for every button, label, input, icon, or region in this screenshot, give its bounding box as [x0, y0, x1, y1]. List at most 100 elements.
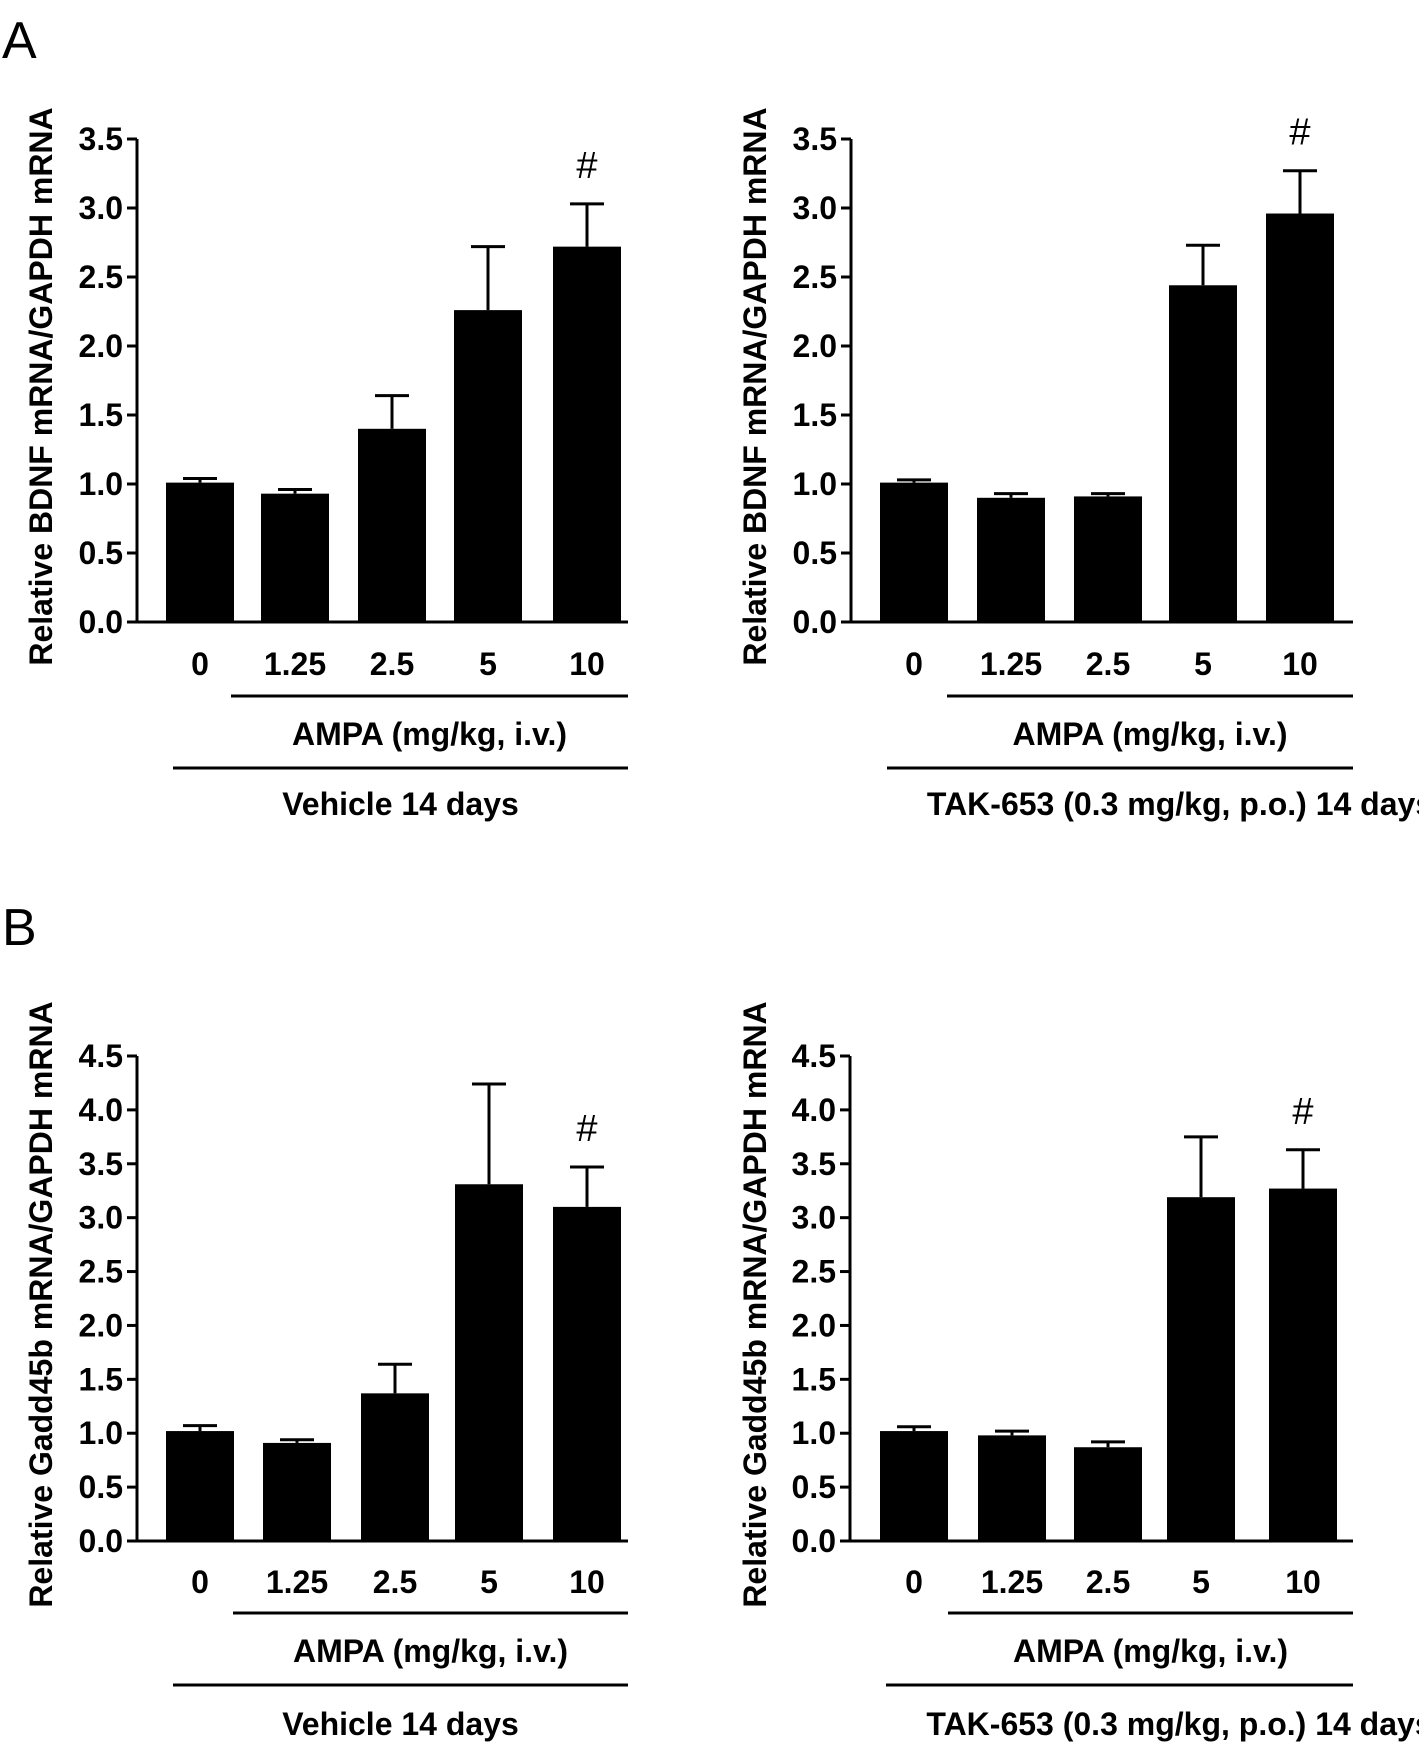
y-tick-label: 4.0: [792, 1092, 836, 1128]
significance-marker: #: [1289, 112, 1310, 154]
x-tick-label: 2.5: [370, 646, 414, 682]
y-tick-label: 3.0: [792, 1200, 836, 1236]
bar: [1269, 1188, 1337, 1541]
y-axis-label: Relative BDNF mRNA/GAPDH mRNA: [23, 107, 59, 665]
y-tick-label: 0.0: [79, 604, 123, 640]
x-tick-label: 10: [1282, 646, 1318, 682]
bar: [553, 246, 621, 622]
y-tick-label: 3.5: [79, 121, 123, 157]
dose-label: AMPA (mg/kg, i.v.): [292, 716, 567, 752]
bar: [880, 1431, 948, 1541]
y-tick-label: 1.0: [792, 1415, 836, 1451]
bar: [1074, 496, 1142, 622]
x-tick-label: 2.5: [1086, 1564, 1130, 1600]
chart-a-tak653: 0.0 0.5 1.0 1.5 2.0 2.5 3.0 3.5 Relative BDNF mR…: [737, 107, 1419, 822]
y-tick-label: 2.0: [792, 1307, 836, 1343]
y-tick-label: 3.0: [79, 1200, 123, 1236]
x-tick-label: 1.25: [980, 646, 1042, 682]
dose-label: AMPA (mg/kg, i.v.): [293, 1633, 568, 1669]
x-tick-label: 10: [569, 1564, 605, 1600]
chart-a-vehicle: 0.0 0.5 1.0 1.5 2.0 2.5 3.0 3.5 Relative BDNF mR…: [23, 107, 628, 822]
y-tick-label: 2.0: [793, 328, 837, 364]
chart-b-vehicle: 0.0 0.5 1.0 1.5 2.0 2.5 3.0 3.5 4.0 4.5 Relative G…: [23, 1001, 628, 1742]
bar: [263, 1442, 331, 1541]
y-tick-label: 0.0: [793, 604, 837, 640]
significance-marker: #: [576, 1108, 597, 1150]
y-tick-label: 3.5: [793, 121, 837, 157]
x-tick-label: 1.25: [264, 646, 326, 682]
y-tick-label: 1.0: [79, 466, 123, 502]
x-tick-label: 0: [191, 646, 209, 682]
y-tick-label: 3.5: [79, 1146, 123, 1182]
y-tick-label: 1.5: [79, 397, 123, 433]
y-axis-label: Relative BDNF mRNA/GAPDH mRNA: [737, 107, 773, 665]
y-tick-label: 2.5: [792, 1254, 836, 1290]
x-tick-label: 2.5: [1086, 646, 1130, 682]
y-tick-label: 1.5: [792, 1361, 836, 1397]
treatment-label: Vehicle 14 days: [282, 786, 519, 822]
dose-label: AMPA (mg/kg, i.v.): [1013, 1633, 1288, 1669]
bar: [978, 1435, 1046, 1541]
x-tick-label: 1.25: [981, 1564, 1043, 1600]
treatment-label: TAK-653 (0.3 mg/kg, p.o.) 14 days: [927, 786, 1419, 822]
x-tick-label: 5: [480, 1564, 498, 1600]
x-tick-label: 1.25: [266, 1564, 328, 1600]
y-axis-label: Relative Gadd45b mRNA/GAPDH mRNA: [23, 1001, 59, 1607]
bar: [166, 482, 234, 622]
bar: [977, 497, 1045, 622]
y-tick-label: 3.0: [79, 190, 123, 226]
bar: [455, 1184, 523, 1541]
y-tick-label: 2.5: [793, 259, 837, 295]
y-tick-label: 2.5: [79, 259, 123, 295]
bar: [361, 1393, 429, 1541]
x-tick-label: 10: [569, 646, 605, 682]
treatment-label: TAK-653 (0.3 mg/kg, p.o.) 14 days: [926, 1706, 1419, 1742]
bar: [261, 493, 329, 622]
x-tick-label: 5: [1192, 1564, 1210, 1600]
bar: [166, 1431, 234, 1541]
y-tick-label: 4.0: [79, 1092, 123, 1128]
y-tick-label: 0.0: [79, 1523, 123, 1559]
y-tick-label: 0.0: [792, 1523, 836, 1559]
y-tick-label: 4.5: [792, 1038, 836, 1074]
y-tick-label: 2.0: [79, 328, 123, 364]
panel-letter-b: B: [2, 899, 37, 957]
y-axis-label: Relative Gadd45b mRNA/GAPDH mRNA: [737, 1001, 773, 1607]
y-tick-label: 3.5: [792, 1146, 836, 1182]
y-tick-label: 0.5: [79, 535, 123, 571]
x-tick-label: 5: [1194, 646, 1212, 682]
significance-marker: #: [1292, 1091, 1313, 1133]
y-tick-label: 3.0: [793, 190, 837, 226]
y-tick-label: 1.0: [79, 1415, 123, 1451]
x-tick-label: 10: [1285, 1564, 1321, 1600]
x-tick-label: 0: [905, 646, 923, 682]
x-tick-label: 2.5: [373, 1564, 417, 1600]
bar: [1169, 285, 1237, 622]
panel-letter-a: A: [2, 12, 37, 70]
y-tick-label: 2.0: [79, 1307, 123, 1343]
bar: [454, 310, 522, 622]
x-tick-label: 5: [479, 646, 497, 682]
y-tick-label: 1.0: [793, 466, 837, 502]
bar: [1266, 213, 1334, 622]
y-tick-label: 0.5: [793, 535, 837, 571]
y-tick-label: 0.5: [79, 1469, 123, 1505]
y-tick-label: 2.5: [79, 1254, 123, 1290]
bar: [880, 482, 948, 622]
treatment-label: Vehicle 14 days: [282, 1706, 519, 1742]
chart-b-tak653: 0.0 0.5 1.0 1.5 2.0 2.5 3.0 3.5 4.0 4.5 Relative G…: [737, 1001, 1419, 1742]
x-tick-label: 0: [905, 1564, 923, 1600]
y-tick-label: 4.5: [79, 1038, 123, 1074]
bar: [1167, 1197, 1235, 1541]
x-tick-label: 0: [191, 1564, 209, 1600]
significance-marker: #: [576, 145, 597, 187]
y-tick-label: 1.5: [793, 397, 837, 433]
bar: [1074, 1447, 1142, 1541]
dose-label: AMPA (mg/kg, i.v.): [1013, 716, 1288, 752]
y-tick-label: 0.5: [792, 1469, 836, 1505]
bar: [553, 1206, 621, 1541]
y-tick-label: 1.5: [79, 1361, 123, 1397]
bar: [358, 428, 426, 622]
